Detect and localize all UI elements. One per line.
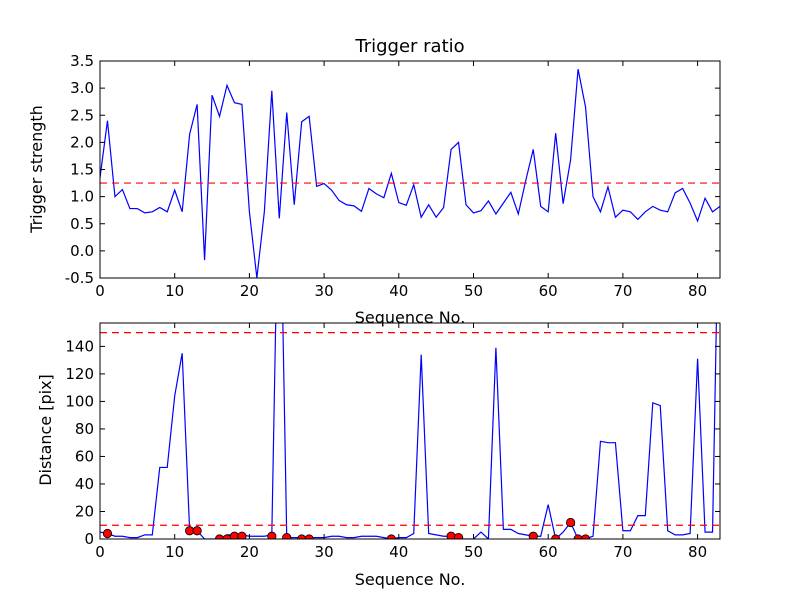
y-tick-label: 120 xyxy=(65,365,94,383)
y-tick-label: 40 xyxy=(75,475,94,493)
x-tick-label: 60 xyxy=(539,543,558,561)
y-tick-label: 20 xyxy=(75,502,94,520)
x-tick-label: 40 xyxy=(389,282,408,300)
x-tick-label: 10 xyxy=(165,282,184,300)
y-tick-label: 100 xyxy=(65,392,94,410)
data-point xyxy=(565,517,576,528)
x-tick-label: 10 xyxy=(165,543,184,561)
y-tick-label: 2.5 xyxy=(70,106,94,124)
data-point xyxy=(237,531,247,539)
x-axis-label: Sequence No. xyxy=(355,570,466,589)
y-tick-label: 3.5 xyxy=(70,52,94,70)
x-tick-label: 50 xyxy=(464,282,483,300)
x-tick-label: 40 xyxy=(389,543,408,561)
data-point xyxy=(102,528,113,539)
y-tick-label: 80 xyxy=(75,420,94,438)
x-tick-label: 80 xyxy=(688,543,707,561)
y-tick-label: 1.5 xyxy=(70,161,94,179)
series-line xyxy=(100,69,720,278)
data-point xyxy=(192,526,202,536)
y-tick-label: 0.0 xyxy=(70,242,94,260)
y-tick-label: 60 xyxy=(75,447,94,465)
plot-area xyxy=(100,69,720,278)
y-tick-label: 2.0 xyxy=(70,133,94,151)
y-tick-label: 1.0 xyxy=(70,188,94,206)
x-tick-label: 70 xyxy=(613,282,632,300)
y-tick-label: 140 xyxy=(65,337,94,355)
x-tick-label: 60 xyxy=(539,282,558,300)
plot-area xyxy=(100,323,720,539)
x-tick-label: 20 xyxy=(240,543,259,561)
y-axis-label: Distance [pix] xyxy=(36,374,55,486)
y-tick-label: 0 xyxy=(84,530,94,548)
series-line xyxy=(100,323,717,539)
y-tick-label: 0.5 xyxy=(70,215,94,233)
x-tick-label: 50 xyxy=(464,543,483,561)
x-tick-label: 0 xyxy=(95,543,105,561)
x-tick-label: 20 xyxy=(240,282,259,300)
data-point xyxy=(282,533,292,539)
x-tick-label: 30 xyxy=(315,282,334,300)
data-point xyxy=(528,531,538,539)
data-point xyxy=(453,533,464,539)
distance-axes: Sequence No. Distance [pix] 0 10 20 30 40 50 6… xyxy=(36,322,721,589)
axes-frame xyxy=(99,322,721,540)
data-point xyxy=(267,531,277,539)
x-tick-label: 80 xyxy=(688,282,707,300)
trigger-ratio-axes: Trigger ratio Sequence No. Trigger stren… xyxy=(27,36,721,327)
y-tick-label: 3.0 xyxy=(70,79,94,97)
x-tick-label: 0 xyxy=(95,282,105,300)
y-tick-label: -0.5 xyxy=(65,269,94,287)
x-tick-label: 30 xyxy=(315,543,334,561)
chart-title: Trigger ratio xyxy=(354,36,464,57)
y-axis-label: Trigger strength xyxy=(27,105,46,234)
x-axis-label: Sequence No. xyxy=(355,308,466,327)
x-tick-label: 70 xyxy=(613,543,632,561)
